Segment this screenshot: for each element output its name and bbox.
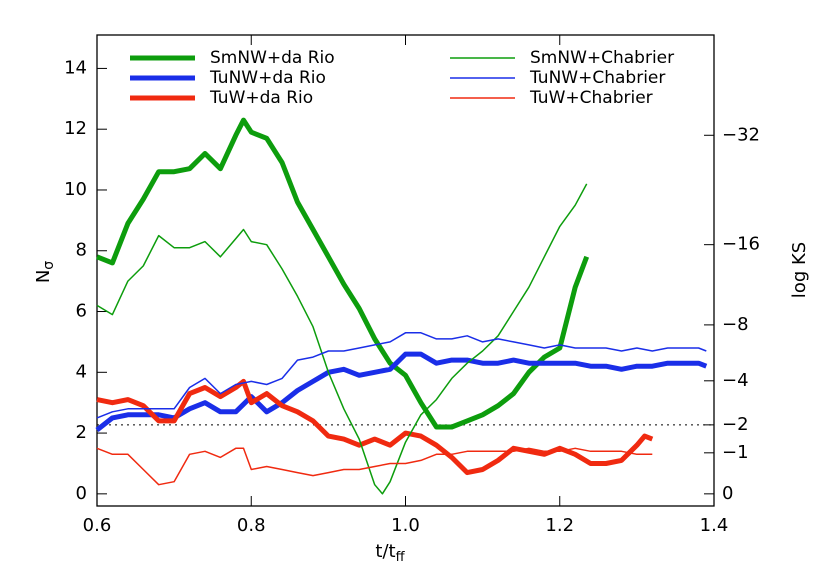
x-tick-label: 0.8 [237,515,266,536]
y2-tick-label: −32 [722,124,760,145]
x-tick-label: 1.4 [700,515,729,536]
line [96,447,653,486]
x-axis-label: t/tff [375,541,405,565]
legend-label: SmNW+da Rio [210,48,335,68]
y-axis-label: Nσ [33,261,57,283]
y-tick-label: 2 [76,422,87,443]
x-tick-label: 1.2 [545,515,574,536]
line [95,351,708,432]
y-tick-label: 0 [76,483,87,504]
legend-label: TuNW+Chabrier [529,68,665,88]
legend-label: TuW+Chabrier [529,88,653,108]
line [96,332,707,419]
y2-axis-label: log KS [789,242,810,298]
y2-tick-label: −4 [722,370,749,391]
y2-tick-label: −2 [722,414,749,435]
y-tick-label: 10 [64,179,87,200]
y2-tick-label: −16 [722,234,760,255]
y2-tick-label: −8 [722,314,749,335]
y2-tick-label: 0 [722,483,733,504]
legend-label: TuNW+da Rio [209,68,326,88]
legend-label: SmNW+Chabrier [530,48,674,68]
line [96,183,588,495]
x-tick-label: 0.6 [83,515,112,536]
legend-label: TuW+da Rio [209,88,313,108]
y2-tick-label: −1 [722,442,749,463]
line [96,117,590,430]
x-tick-label: 1.0 [391,515,420,536]
y-tick-label: 8 [76,240,87,261]
y-tick-label: 14 [64,57,87,78]
y-tick-label: 6 [76,301,87,322]
line [96,378,654,476]
y-tick-label: 4 [76,361,87,382]
y-tick-label: 12 [64,118,87,139]
